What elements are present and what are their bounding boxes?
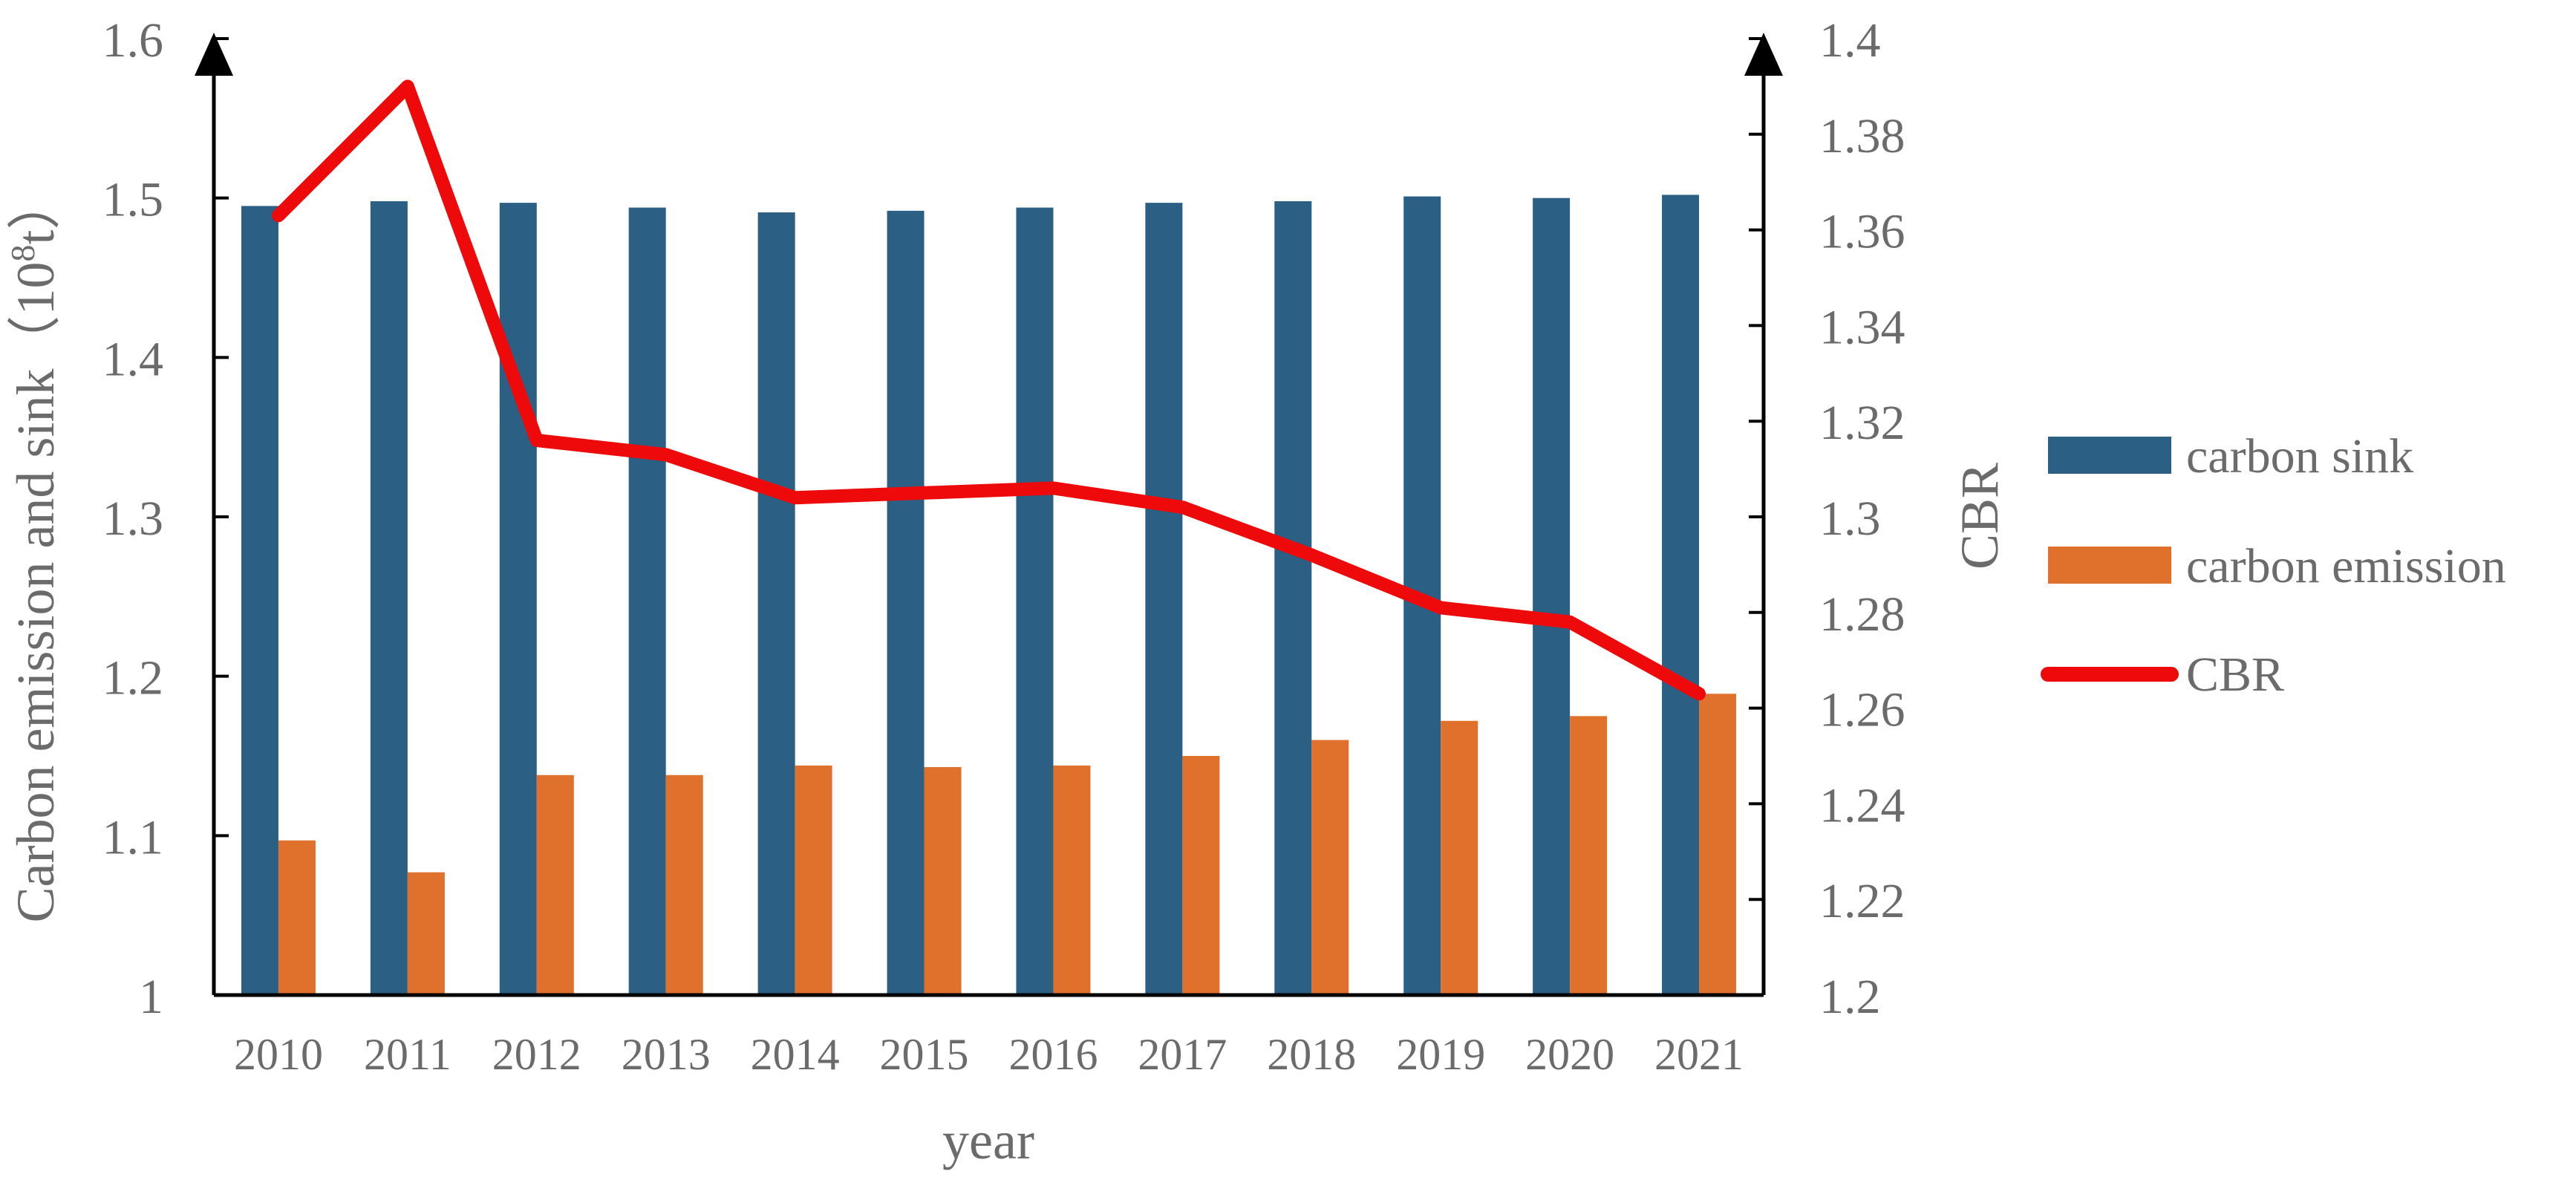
y-tick-label-right: 1.36 bbox=[1819, 205, 1905, 259]
y-tick-label-right: 1.26 bbox=[1819, 683, 1905, 737]
x-tick-label-2011: 2011 bbox=[364, 1030, 451, 1079]
cbr-point-2018 bbox=[1311, 554, 1313, 556]
y-tick-label-left: 1.5 bbox=[102, 173, 164, 227]
y-axis-title-sup: 8 bbox=[4, 245, 42, 262]
cbr-point-2011 bbox=[406, 85, 408, 88]
bar-carbon-emission-2018 bbox=[1311, 740, 1349, 995]
y-tick-label-right: 1.38 bbox=[1819, 109, 1905, 163]
tick-labels-layer: 1 1.1 1.2 1.3 1.4 1.5 1.6 1.2 1.22 1.24 1.26 1.28 1.… bbox=[102, 13, 1905, 1079]
x-tick-label-2018: 2018 bbox=[1267, 1030, 1356, 1079]
bar-carbon-emission-2020 bbox=[1570, 716, 1608, 995]
y-tick-label-right: 1.3 bbox=[1819, 492, 1881, 546]
cbr-point-2014 bbox=[794, 497, 796, 499]
x-tick-label-2016: 2016 bbox=[1008, 1030, 1098, 1079]
cbr-point-2021 bbox=[1698, 693, 1701, 695]
bar-carbon-emission-2012 bbox=[536, 775, 574, 995]
y-axis-right-arrow-icon bbox=[1744, 33, 1783, 76]
x-tick-label-2019: 2019 bbox=[1396, 1030, 1485, 1079]
cbr-point-2020 bbox=[1569, 621, 1571, 623]
y-tick-label-left: 1 bbox=[139, 970, 163, 1024]
y-tick-label-right: 1.4 bbox=[1819, 13, 1881, 68]
y-axis-left-arrow-icon bbox=[195, 33, 233, 76]
legend-swatch-carbon-sink bbox=[2048, 437, 2171, 474]
bar-carbon-emission-2015 bbox=[924, 767, 962, 995]
y-tick-label-right: 1.24 bbox=[1819, 778, 1905, 832]
axes-layer bbox=[195, 33, 1783, 997]
cbr-point-2015 bbox=[923, 492, 925, 494]
legend-swatch-carbon-emission bbox=[2048, 547, 2171, 584]
bar-carbon-sink-2011 bbox=[370, 200, 408, 996]
bar-carbon-emission-2017 bbox=[1182, 756, 1220, 995]
bar-carbon-emission-2019 bbox=[1441, 720, 1478, 995]
x-tick-label-2020: 2020 bbox=[1525, 1030, 1614, 1079]
cbr-point-2013 bbox=[665, 454, 667, 456]
bar-carbon-sink-2010 bbox=[241, 206, 278, 995]
cbr-point-2012 bbox=[535, 439, 538, 441]
x-tick-label-2015: 2015 bbox=[880, 1030, 969, 1079]
legend-label-carbon-sink: carbon sink bbox=[2186, 429, 2413, 483]
bar-carbon-sink-2020 bbox=[1533, 198, 1571, 996]
bar-carbon-sink-2013 bbox=[628, 207, 666, 996]
x-axis-title: year bbox=[942, 1111, 1034, 1170]
x-tick-label-2010: 2010 bbox=[234, 1030, 323, 1079]
y-tick-label-right: 1.2 bbox=[1819, 970, 1881, 1024]
cbr-point-2019 bbox=[1440, 607, 1442, 609]
x-tick-label-2012: 2012 bbox=[492, 1030, 581, 1079]
x-tick-label-2014: 2014 bbox=[751, 1030, 840, 1079]
bars-layer bbox=[241, 195, 1737, 996]
bar-carbon-emission-2021 bbox=[1699, 694, 1737, 995]
bar-carbon-emission-2010 bbox=[278, 840, 316, 995]
y-tick-label-right: 1.32 bbox=[1819, 396, 1905, 450]
bar-carbon-sink-2021 bbox=[1662, 195, 1700, 996]
legend-label-carbon-emission: carbon emission bbox=[2186, 539, 2506, 593]
y-axis-title-main: Carbon emission and sink（10 bbox=[6, 262, 65, 923]
bar-carbon-sink-2018 bbox=[1274, 200, 1312, 996]
bar-carbon-sink-2015 bbox=[887, 210, 925, 996]
cbr-point-2010 bbox=[277, 215, 279, 217]
x-tick-label-2017: 2017 bbox=[1138, 1030, 1227, 1079]
bar-carbon-sink-2017 bbox=[1145, 203, 1183, 995]
y-tick-label-left: 1.1 bbox=[102, 810, 164, 864]
x-tick-label-2013: 2013 bbox=[622, 1030, 711, 1079]
y-tick-label-left: 1.3 bbox=[102, 492, 164, 546]
y-tick-label-left: 1.6 bbox=[102, 13, 164, 68]
y-tick-label-right: 1.28 bbox=[1819, 587, 1905, 642]
y-tick-label-right: 1.22 bbox=[1819, 874, 1905, 928]
y-axis-title-left: Carbon emission and sink（108t） bbox=[4, 177, 65, 923]
bar-carbon-sink-2016 bbox=[1016, 207, 1054, 996]
x-tick-label-2021: 2021 bbox=[1654, 1030, 1744, 1079]
y-tick-label-left: 1.4 bbox=[102, 332, 164, 386]
cbr-point-2016 bbox=[1052, 487, 1054, 489]
cbr-point-2017 bbox=[1181, 506, 1184, 509]
bar-carbon-sink-2012 bbox=[499, 203, 537, 995]
y-tick-label-left: 1.2 bbox=[102, 651, 164, 705]
bar-carbon-emission-2014 bbox=[795, 765, 832, 995]
y-tick-label-right: 1.34 bbox=[1819, 300, 1905, 354]
legend-label-cbr: CBR bbox=[2186, 648, 2284, 702]
bar-carbon-emission-2016 bbox=[1053, 765, 1091, 995]
y-axis-title-tail: t） bbox=[6, 177, 65, 245]
bar-carbon-emission-2013 bbox=[665, 775, 703, 995]
cbr-line-layer bbox=[272, 79, 1706, 701]
y-axis-title-right: CBR bbox=[1950, 463, 2009, 570]
legend: carbon sink carbon emission CBR bbox=[2041, 429, 2506, 702]
bar-carbon-sink-2014 bbox=[757, 212, 795, 995]
cbr-line bbox=[272, 79, 1706, 701]
bar-carbon-emission-2011 bbox=[407, 872, 445, 995]
